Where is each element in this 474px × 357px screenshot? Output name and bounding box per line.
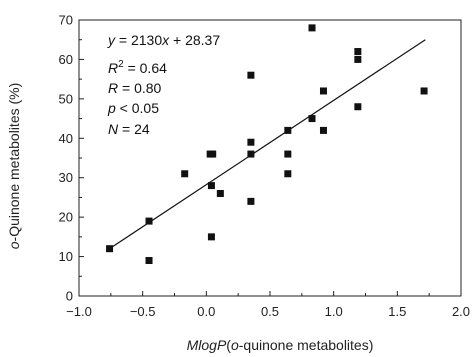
data-point — [207, 182, 215, 190]
x-tick-label: −0.5 — [130, 304, 156, 319]
data-point — [319, 87, 327, 95]
y-tick-label: 60 — [59, 52, 73, 67]
x-tick-label: 0.5 — [261, 304, 279, 319]
data-point — [216, 189, 224, 197]
data-point — [284, 126, 292, 134]
data-points — [106, 24, 428, 265]
data-point — [247, 138, 255, 146]
data-point — [420, 87, 428, 95]
equation-annotation: y = 2130x + 28.37 — [107, 32, 220, 48]
y-axis-title: o-Quinone metabolites (%) — [6, 83, 22, 250]
data-point — [284, 170, 292, 178]
r-annotation: R = 0.80 — [108, 80, 162, 96]
data-point — [319, 126, 327, 134]
x-tick-label: −1.0 — [66, 304, 92, 319]
data-point — [284, 150, 292, 158]
data-point — [209, 150, 217, 158]
x-tick-label: 0.0 — [197, 304, 215, 319]
p-value-annotation: p < 0.05 — [107, 100, 159, 116]
y-tick-label: 0 — [66, 289, 73, 304]
y-axis: 0 10 20 30 40 50 60 70 — [59, 13, 84, 304]
data-point — [145, 257, 153, 265]
data-point — [354, 55, 362, 63]
data-point — [247, 71, 255, 79]
x-axis: −1.0 −0.5 0.0 0.5 1.0 1.5 2.0 — [66, 291, 470, 319]
data-point — [354, 103, 362, 111]
data-point — [207, 233, 215, 241]
x-axis-title: MlogP(o-quinone metabolites) — [187, 337, 374, 353]
regression-line — [109, 39, 426, 250]
x-tick-label: 1.0 — [325, 304, 343, 319]
x-tick-label: 1.5 — [388, 304, 406, 319]
fit-line-group — [109, 39, 426, 250]
data-point — [145, 217, 153, 225]
data-point — [181, 170, 189, 178]
data-point — [247, 197, 255, 205]
n-annotation: N = 24 — [108, 121, 150, 137]
y-tick-label: 70 — [59, 13, 73, 28]
y-tick-label: 10 — [59, 249, 73, 264]
data-point — [247, 150, 255, 158]
x-tick-label: 2.0 — [452, 304, 470, 319]
data-point — [106, 245, 114, 253]
y-tick-label: 50 — [59, 91, 73, 106]
data-point — [354, 48, 362, 56]
r-squared-annotation: R2 = 0.64 — [108, 59, 167, 76]
data-point — [308, 24, 316, 32]
y-tick-label: 40 — [59, 131, 73, 146]
y-tick-label: 20 — [59, 210, 73, 225]
data-point — [308, 115, 316, 123]
y-tick-label: 30 — [59, 170, 73, 185]
